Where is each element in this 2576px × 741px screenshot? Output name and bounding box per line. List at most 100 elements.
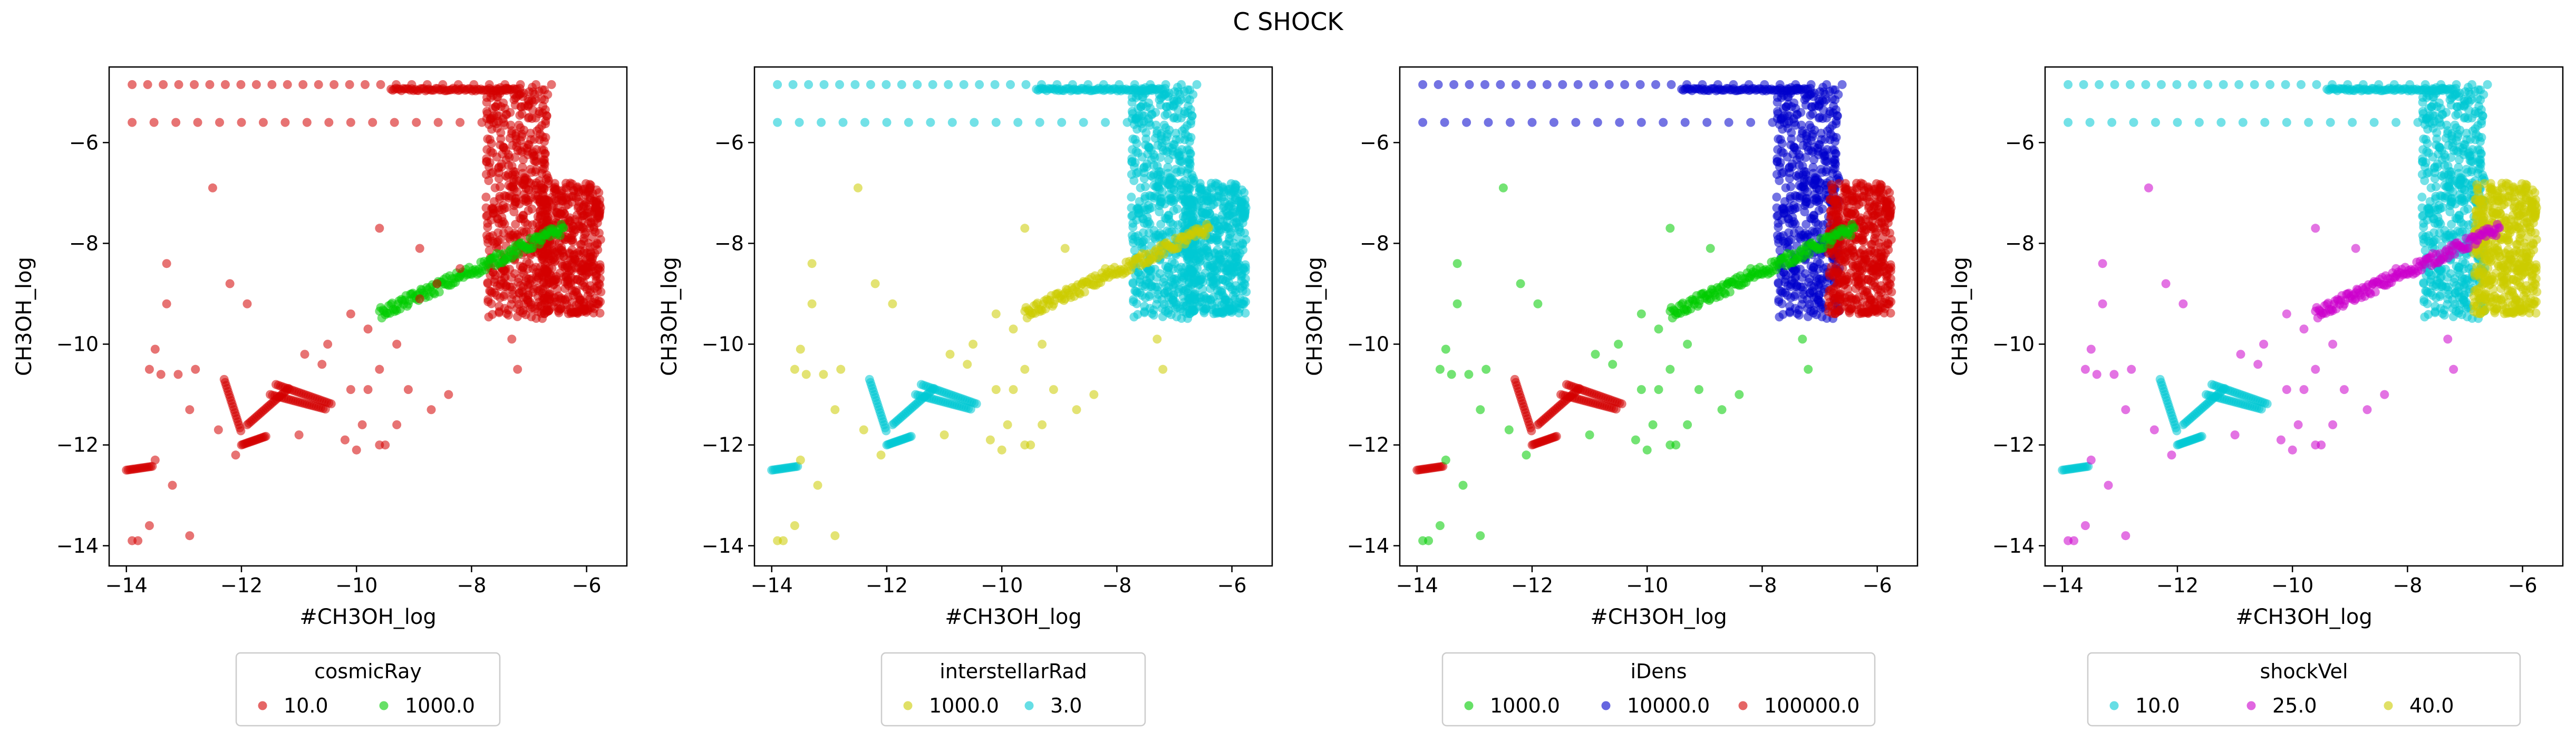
data-point (1864, 185, 1874, 194)
data-point (1079, 118, 1088, 127)
data-point (185, 405, 195, 415)
data-point (1149, 181, 1159, 190)
data-point (1793, 110, 1802, 119)
data-point (1651, 80, 1660, 89)
data-point (1235, 223, 1244, 232)
data-point (975, 80, 984, 89)
data-point (582, 248, 592, 258)
data-point (959, 80, 969, 89)
data-point (237, 118, 246, 127)
data-point (1802, 93, 1811, 103)
data-point (1886, 200, 1895, 209)
data-point (1156, 93, 1166, 103)
data-point (1785, 308, 1795, 317)
data-point (519, 293, 528, 302)
data-point (1807, 214, 1816, 224)
data-point (1815, 100, 1824, 109)
data-point (1020, 364, 1030, 374)
data-point (539, 198, 548, 207)
data-point (193, 118, 202, 127)
data-point (1003, 420, 1012, 429)
data-point (1189, 298, 1199, 307)
data-point (1786, 83, 1796, 92)
data-point (1834, 246, 1843, 256)
data-point (2250, 80, 2259, 89)
data-point (2391, 118, 2401, 127)
legend-title: cosmicRay (314, 660, 422, 683)
data-point (1635, 80, 1645, 89)
data-point (1080, 287, 1089, 297)
data-point (1145, 290, 1155, 299)
y-tick-label: −8 (69, 232, 99, 255)
data-point (506, 282, 515, 292)
data-point (504, 226, 514, 235)
data-point (481, 193, 491, 202)
data-point (225, 279, 235, 288)
data-point (1153, 294, 1162, 304)
data-point (1161, 281, 1170, 290)
data-point (261, 431, 270, 441)
data-point (340, 435, 350, 445)
data-point (346, 309, 355, 319)
data-point (540, 105, 550, 114)
data-point (595, 207, 605, 216)
data-point (838, 118, 848, 127)
data-point (2455, 155, 2464, 165)
data-point (171, 118, 181, 127)
data-point (813, 480, 822, 490)
data-point (1147, 110, 1157, 119)
data-point (1146, 120, 1155, 130)
data-point (559, 223, 568, 233)
data-point (1186, 116, 1196, 126)
data-point (2194, 118, 2204, 127)
data-point (1746, 264, 1756, 273)
data-point (1800, 207, 1809, 217)
data-point (1182, 309, 1192, 318)
data-point (144, 364, 154, 374)
data-point (1101, 264, 1110, 273)
data-point (580, 190, 590, 199)
data-point (963, 360, 972, 369)
data-point (581, 179, 590, 188)
data-point (795, 118, 804, 127)
data-point (1735, 390, 1744, 399)
data-point (511, 219, 520, 229)
data-point (1238, 282, 1247, 291)
data-point (580, 197, 590, 207)
data-point (236, 426, 246, 436)
data-point (1870, 234, 1879, 243)
data-point (1773, 211, 1782, 221)
data-point (1788, 149, 1798, 159)
data-point (2095, 80, 2104, 89)
x-tick-label: −8 (1747, 574, 1777, 597)
x-tick-label: −10 (1626, 574, 1668, 597)
data-point (1484, 118, 1493, 127)
y-tick-label: −12 (702, 434, 744, 457)
data-point (2443, 273, 2452, 282)
data-point (819, 370, 828, 379)
data-point (524, 140, 533, 149)
data-point (2216, 118, 2226, 127)
data-point (1476, 531, 1485, 541)
data-point (1226, 179, 1236, 188)
data-point (492, 111, 502, 120)
data-point (1871, 197, 1881, 207)
data-point (2297, 80, 2306, 89)
data-point (1226, 265, 1235, 275)
axes-frame (1399, 66, 1919, 567)
data-point (796, 455, 805, 465)
data-point (1783, 123, 1793, 133)
data-point (553, 285, 562, 294)
data-point (1849, 248, 1858, 257)
data-point (1195, 187, 1204, 196)
data-point (1171, 300, 1181, 309)
data-point (1178, 301, 1188, 311)
data-point (1241, 207, 1250, 216)
data-point (527, 114, 537, 123)
data-point (514, 249, 524, 259)
data-point (1717, 405, 1727, 415)
data-point (1462, 118, 1471, 127)
data-point (294, 430, 304, 440)
data-point (1702, 118, 1712, 127)
data-point (1874, 306, 1883, 315)
